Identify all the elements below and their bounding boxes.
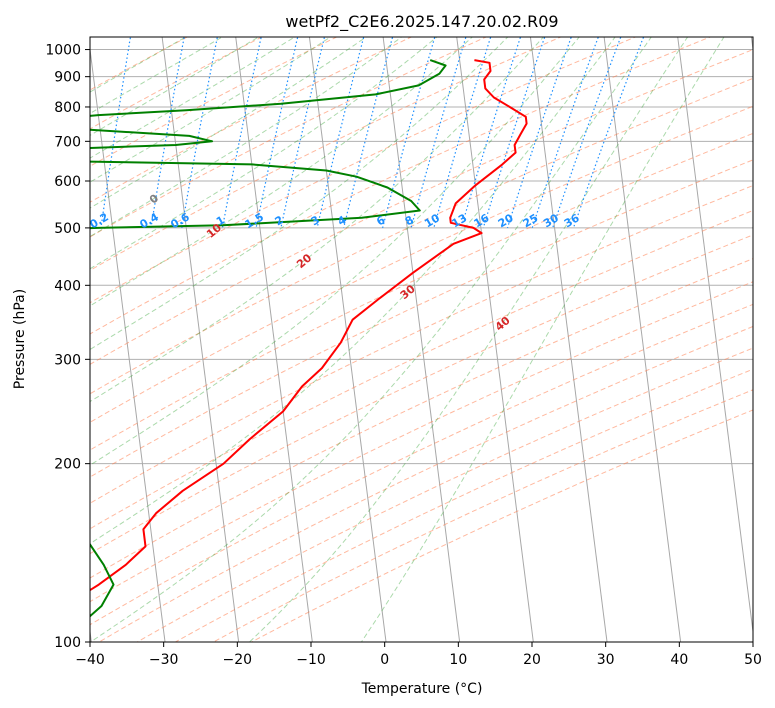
mixing-ratio-line xyxy=(150,37,185,228)
y-tick-label: 400 xyxy=(54,278,81,294)
dry-adiabat-line xyxy=(250,409,753,642)
dry-adiabat-line xyxy=(174,368,753,642)
y-axis-label: Pressure (hPa) xyxy=(12,289,28,389)
x-tick-label: 50 xyxy=(744,652,762,668)
dry-adiabat-line xyxy=(90,132,753,451)
y-tick-label: 500 xyxy=(54,221,81,237)
mixing-ratio-line xyxy=(382,37,436,229)
dry-adiabat-line xyxy=(90,37,712,335)
dry-adiabat-line xyxy=(98,325,753,642)
mixing-ratio-line xyxy=(280,37,326,229)
moist-adiabat-line xyxy=(90,37,403,238)
moist-adiabat-line xyxy=(90,37,616,545)
moist-adiabat-line xyxy=(90,37,474,307)
x-tick-label: 0 xyxy=(380,652,389,668)
isotherm-line xyxy=(529,37,608,642)
temperature-profile xyxy=(90,59,528,592)
moist-adiabat-line xyxy=(90,37,260,136)
x-tick-label: −30 xyxy=(149,652,179,668)
moist-adiabat-line xyxy=(90,37,367,209)
x-axis-label: Temperature (°C) xyxy=(361,681,483,697)
moist-adiabat-line xyxy=(90,37,580,466)
x-tick-label: 10 xyxy=(449,652,467,668)
dry-adiabat-line xyxy=(90,77,753,395)
mixing-ratio-line xyxy=(221,37,262,229)
moist-adiabat-line xyxy=(90,37,224,115)
mixing-ratio-line xyxy=(255,37,299,229)
y-tick-label: 900 xyxy=(54,70,81,86)
dry-adiabat-line xyxy=(212,389,753,642)
isotherm-line xyxy=(161,37,240,642)
chart-title: wetPf2_C2E6.2025.147.20.02.R09 xyxy=(285,12,558,32)
mixing-ratio-line xyxy=(531,37,599,229)
x-tick-label: −40 xyxy=(75,652,105,668)
mixing-ratio-line xyxy=(100,37,132,228)
moist-adiabat-line xyxy=(90,37,296,159)
mixing-ratio-line xyxy=(181,37,219,229)
moist-adiabat-line xyxy=(360,37,725,642)
x-tick-label: −10 xyxy=(296,652,326,668)
isotherm-line xyxy=(382,37,461,642)
line-labels: 0.20.40.611.52346810131620253036-100-90-… xyxy=(88,191,582,333)
dry-adiabat-line xyxy=(90,281,753,603)
isotherm-line xyxy=(456,37,534,642)
y-axis: 100 200 300 400 500 600 700 800 900 1000 xyxy=(45,43,90,651)
y-tick-label: 700 xyxy=(54,134,81,150)
mixing-ratio-line xyxy=(433,37,492,229)
dry-adiabat-line xyxy=(90,258,753,579)
mixing-ratio-line xyxy=(316,37,365,229)
mixing-ratio-line xyxy=(506,37,572,229)
x-axis: −40 −30 −20 −10 0 10 20 30 40 50 xyxy=(75,642,762,668)
moist-adiabat-line xyxy=(90,37,545,403)
dry-adiabat-line xyxy=(90,234,753,555)
background-lines xyxy=(54,30,753,642)
dry-adiabat-line xyxy=(136,347,753,642)
dry-adiabat-line xyxy=(90,303,753,626)
dewpoint-profile xyxy=(90,59,447,618)
moist-adiabat-line xyxy=(248,37,689,642)
mixing-ratio-line xyxy=(343,37,394,229)
y-tick-label: 600 xyxy=(54,174,81,190)
x-tick-label: 20 xyxy=(523,652,541,668)
mixing-ratio-line xyxy=(54,30,81,228)
isotherm-line xyxy=(603,37,682,642)
x-tick-label: 40 xyxy=(670,652,688,668)
dry-adiabat-line xyxy=(90,184,753,504)
profile-lines xyxy=(90,59,528,618)
y-tick-label: 200 xyxy=(54,457,81,473)
mixing-ratio-line xyxy=(482,37,546,229)
dry-adiabat-line xyxy=(90,37,637,304)
mixing-ratio-line xyxy=(460,37,522,229)
dry-adiabat-line xyxy=(90,49,753,365)
y-tick-label: 100 xyxy=(54,635,81,651)
y-tick-label: 1000 xyxy=(45,43,81,59)
isotherm-line xyxy=(235,37,313,642)
isotherm-line xyxy=(677,37,753,636)
dry-adiabat-line xyxy=(90,37,562,271)
isotherm-line xyxy=(308,37,387,642)
x-tick-label: −20 xyxy=(223,652,253,668)
isotherm-line xyxy=(750,37,753,54)
y-tick-label: 800 xyxy=(54,100,81,116)
moist-adiabat-line xyxy=(90,37,509,351)
plot-frame xyxy=(89,36,754,643)
mixing-ratio-line xyxy=(410,37,467,229)
moist-adiabat-line xyxy=(90,37,438,270)
dry-adiabat-line xyxy=(90,37,488,238)
x-tick-label: 30 xyxy=(597,652,615,668)
dry-adiabat-line xyxy=(90,37,413,203)
y-tick-label: 300 xyxy=(54,352,81,368)
moist-adiabat-line xyxy=(90,37,652,642)
